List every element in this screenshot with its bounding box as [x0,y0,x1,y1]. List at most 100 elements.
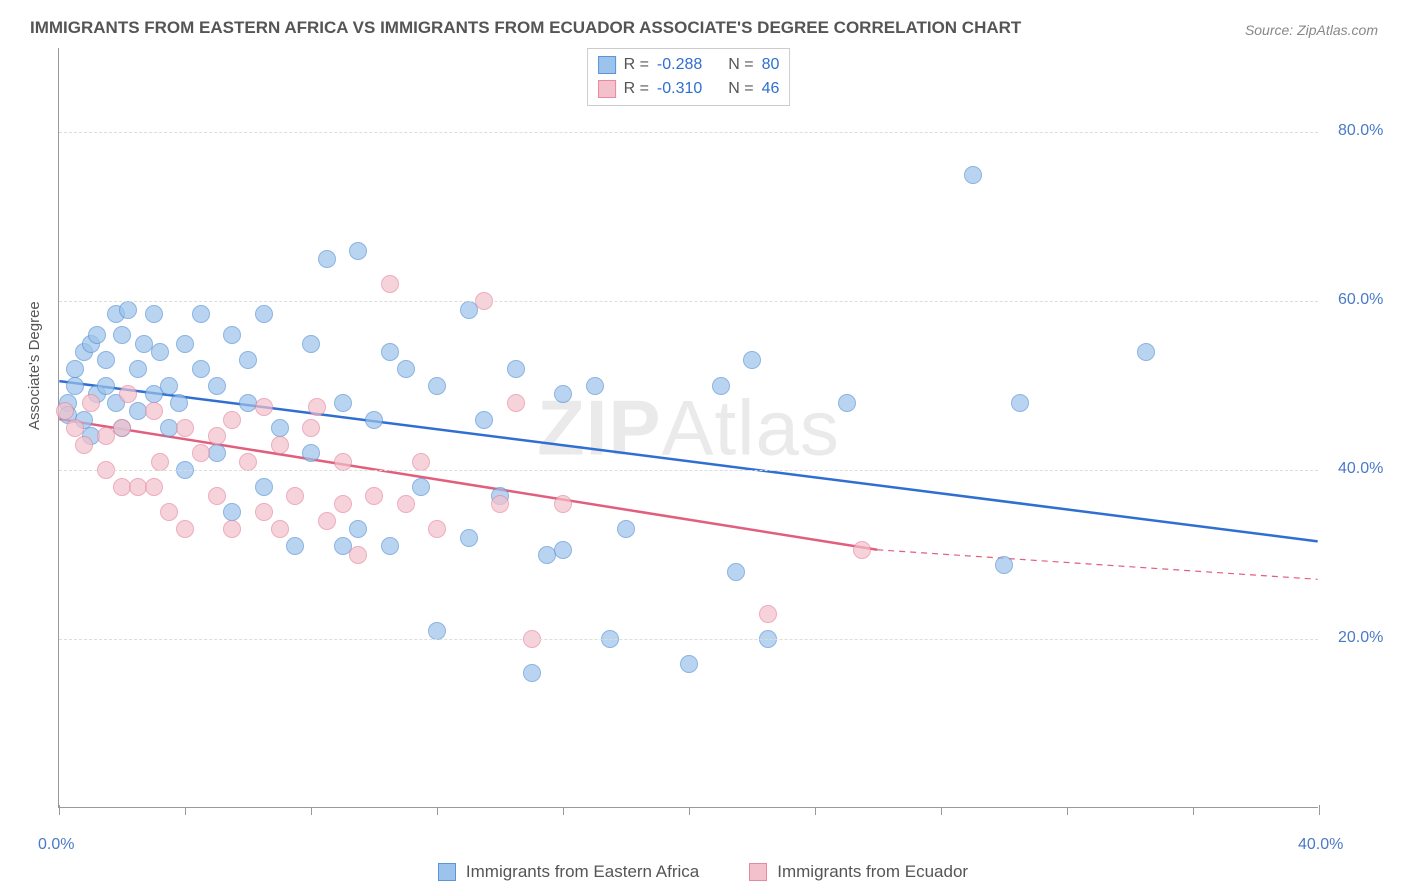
legend-correlation-box: R = -0.288 N = 80 R = -0.310 N = 46 [587,48,791,106]
swatch-bottom-2 [749,863,767,881]
scatter-point [381,537,399,555]
x-tick-mark [59,805,60,815]
scatter-point [853,541,871,559]
legend-row-series-2: R = -0.310 N = 46 [598,77,780,101]
y-tick-label: 60.0% [1338,291,1383,309]
scatter-point [1011,394,1029,412]
scatter-point [397,495,415,513]
scatter-point [365,487,383,505]
scatter-point [491,495,509,513]
scatter-point [743,351,761,369]
scatter-point [119,385,137,403]
y-tick-label: 20.0% [1338,629,1383,647]
swatch-bottom-1 [438,863,456,881]
scatter-point [151,343,169,361]
scatter-point [170,394,188,412]
legend-r-label: R = [624,53,649,77]
scatter-point [428,377,446,395]
scatter-point [208,427,226,445]
scatter-point [586,377,604,395]
scatter-point [97,351,115,369]
scatter-point [113,326,131,344]
x-tick-mark [311,807,312,815]
scatter-point [554,495,572,513]
scatter-point [255,305,273,323]
scatter-point [712,377,730,395]
scatter-point [97,377,115,395]
scatter-point [239,351,257,369]
scatter-point [88,326,106,344]
scatter-point [239,453,257,471]
legend-r-label: R = [624,77,649,101]
scatter-point [271,520,289,538]
scatter-point [208,377,226,395]
y-tick-label: 40.0% [1338,460,1383,478]
series-1-name: Immigrants from Eastern Africa [466,862,699,882]
scatter-point [302,444,320,462]
x-tick-mark [1193,807,1194,815]
scatter-point [838,394,856,412]
x-tick-mark [689,807,690,815]
scatter-point [617,520,635,538]
scatter-point [255,503,273,521]
legend-n-value-2: 46 [762,77,780,101]
scatter-point [286,487,304,505]
scatter-point [176,520,194,538]
x-tick-mark [185,807,186,815]
y-axis-label: Associate's Degree [26,301,43,430]
plot-area: ZIPAtlas R = -0.288 N = 80 R = -0.310 N … [58,48,1318,808]
scatter-point [113,419,131,437]
scatter-point [223,411,241,429]
legend-r-value-1: -0.288 [657,53,702,77]
gridline [59,301,1318,302]
x-tick-label: 40.0% [1298,836,1343,854]
scatter-point [271,419,289,437]
scatter-point [412,453,430,471]
scatter-point [176,419,194,437]
scatter-point [255,478,273,496]
scatter-point [66,377,84,395]
scatter-point [302,335,320,353]
x-tick-label: 0.0% [38,836,74,854]
scatter-point [223,520,241,538]
scatter-point [145,305,163,323]
scatter-point [176,335,194,353]
scatter-point [151,453,169,471]
scatter-point [554,385,572,403]
scatter-point [507,360,525,378]
scatter-point [318,250,336,268]
chart-title: IMMIGRANTS FROM EASTERN AFRICA VS IMMIGR… [30,18,1021,38]
scatter-point [318,512,336,530]
scatter-point [381,275,399,293]
scatter-point [66,360,84,378]
legend-n-label: N = [728,53,753,77]
x-tick-mark [1067,807,1068,815]
gridline [59,470,1318,471]
scatter-point [995,556,1013,574]
scatter-point [223,503,241,521]
scatter-point [308,398,326,416]
scatter-point [271,436,289,454]
scatter-point [412,478,430,496]
scatter-point [554,541,572,559]
scatter-point [334,453,352,471]
regression-line [877,550,1317,580]
scatter-point [119,301,137,319]
swatch-series-2 [598,80,616,98]
scatter-point [1137,343,1155,361]
scatter-point [680,655,698,673]
scatter-point [334,394,352,412]
scatter-point [192,305,210,323]
x-tick-mark [815,807,816,815]
source-attribution: Source: ZipAtlas.com [1245,22,1378,38]
scatter-point [160,503,178,521]
scatter-point [223,326,241,344]
scatter-point [160,377,178,395]
x-tick-mark [437,807,438,815]
legend-r-value-2: -0.310 [657,77,702,101]
scatter-point [66,419,84,437]
y-tick-label: 80.0% [1338,122,1383,140]
scatter-point [145,402,163,420]
swatch-series-1 [598,56,616,74]
scatter-point [302,419,320,437]
